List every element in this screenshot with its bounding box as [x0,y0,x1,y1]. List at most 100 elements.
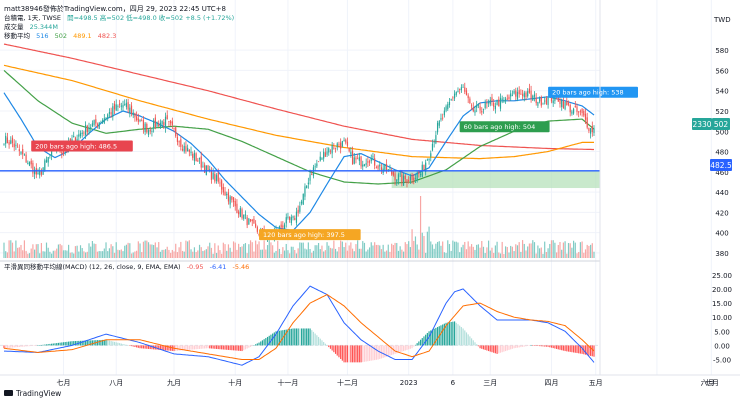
candle-body [232,197,235,203]
candle-body [496,99,498,105]
volume-bar [482,246,485,258]
volume-bar [317,242,320,258]
volume-bar [540,247,542,258]
volume-bar [151,244,153,258]
volume-bar [579,242,581,258]
candle-body [306,185,308,189]
macd-hist-bar [462,328,464,346]
candle-body [222,187,224,193]
level-price-tag: 482.5 [710,159,732,171]
candle-body [504,98,507,101]
macd-hist-bar [62,342,65,346]
macd-hist-bar [258,342,260,346]
macd-hist-bar [559,345,561,350]
candle-body [319,156,321,161]
macd-hist-bar [260,341,262,346]
macd-hist-bar [197,345,199,350]
symbol-tag-text: 2330 [692,120,711,129]
volume-bar [117,249,119,258]
volume-bar [311,252,313,258]
candle-body [394,173,396,181]
volume-bar [360,248,362,258]
macd-hist-bar [68,341,70,346]
candle-body [113,103,116,110]
macd-hist-bar [127,345,129,346]
volume-bar [23,240,25,258]
candle-body [586,117,588,128]
macd-hist-bar [365,345,367,362]
macd-hist-bar [227,345,230,350]
candle-body [573,108,575,114]
macd-hist-bar [346,345,349,363]
candle-body [566,100,568,106]
volume-bar [533,242,536,258]
annotation-bg [459,121,550,133]
macd-hist-bar [20,345,22,347]
macd-axis[interactable]: 25.00 20.00 15.00 10.00 5.00 0.00 -5.00 [712,272,732,365]
macd-hist-bar [241,345,243,352]
volume-bar [474,249,476,258]
candle-body [141,120,143,122]
volume-bar [561,249,563,258]
candle-body [47,156,49,163]
volume-bars [3,196,595,258]
candle-body [448,102,451,105]
volume-bar [312,250,315,258]
volume-bar [292,246,294,258]
candle-body [22,149,24,155]
candle-body [499,97,502,109]
time-tick-label: 6 [451,379,456,387]
candle-body [396,179,398,182]
macd-hist-bar [504,345,507,352]
volume-bar [37,244,39,258]
macd-hist-bar [229,345,231,351]
volume-bar [205,249,207,258]
macd-hist-bar [6,345,8,348]
macd-hist-bar [508,345,510,350]
volume-bar [431,244,434,258]
volume-bar [181,250,184,258]
macd-hist-bar [540,345,542,347]
macd-hist-bar [329,345,332,349]
macd-hist-bar [353,345,355,363]
macd-hist-bar [108,340,111,346]
volume-bar [158,242,160,258]
volume-bar [370,242,372,258]
volume-bar [397,250,400,258]
volume-bar [232,241,235,258]
candle-body [584,113,587,120]
candle-body [406,179,408,183]
candle-body [6,137,8,144]
annotation-bg [548,86,638,98]
macd-hist-bar [348,345,350,363]
volume-bar [306,249,308,258]
volume-bar [314,245,316,258]
volume-bar [103,248,105,258]
candle-body [197,160,199,162]
price-axis[interactable]: 580 560 540 520 500 480 460 440 420 400 380 [715,47,728,258]
volume-bar [154,242,156,258]
macd-hist-bar [251,345,253,346]
volume-bar [586,244,588,258]
volume-bar [476,244,478,258]
candle-body [365,163,367,165]
macd-hist-bar [217,345,219,350]
volume-bar [367,249,369,258]
volume-bar [64,250,66,258]
candle-body [210,170,213,180]
candle-body [550,94,553,102]
candle-body [489,99,491,105]
macd-hist-bar [256,343,258,346]
macd-hist-bar [550,345,553,348]
macd-hist-bar [306,328,308,346]
macd-hist-bar [56,343,58,346]
volume-bar [346,250,349,258]
volume-bar [518,242,520,258]
volume-value: 25.344M [30,23,58,31]
candle-body [425,162,427,172]
macd-hist-bar [547,345,549,347]
volume-bar [550,240,553,258]
volume-bar [161,249,163,258]
